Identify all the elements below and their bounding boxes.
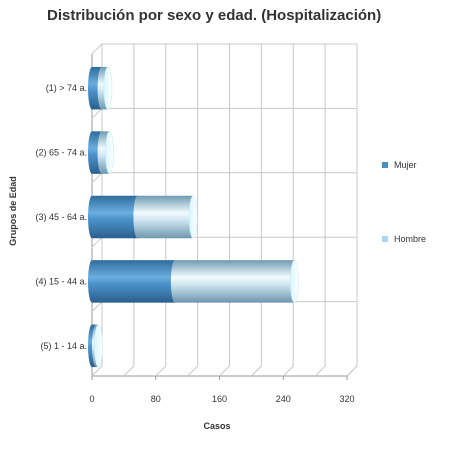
- bar-start-cap: [97, 66, 106, 110]
- category-separator: [91, 301, 103, 312]
- bar-start-cap: [133, 195, 142, 239]
- x-tick-label: 0: [89, 394, 94, 404]
- legend-item-mujer[interactable]: Mujer: [382, 160, 417, 170]
- legend-item-hombre[interactable]: Hombre: [382, 234, 426, 244]
- y-tick-label: (3) 45 - 64 a.: [35, 212, 87, 222]
- bar-end-cap-5: [94, 324, 103, 368]
- bar-body: [174, 260, 295, 303]
- legend-label-mujer: Mujer: [394, 160, 417, 170]
- grid-floor-line: [282, 365, 294, 377]
- bar-mujer-4: [88, 260, 175, 303]
- legend: Mujer Hombre: [382, 160, 426, 244]
- x-tick-label: 80: [151, 394, 161, 404]
- bar-end-cap-4: [290, 259, 299, 303]
- x-axis-title: Casos: [203, 421, 230, 431]
- bar-end-cap-3: [188, 195, 198, 239]
- grid-floor-line: [187, 365, 198, 377]
- x-tick-label: 160: [212, 394, 227, 404]
- x-tick-label: 320: [339, 394, 354, 404]
- y-tick-label: (1) > 74 a.: [46, 83, 87, 93]
- grid-corner-line: [91, 43, 103, 55]
- bar-body: [137, 195, 194, 239]
- grid-floor-line: [155, 365, 167, 377]
- bar-body: [92, 260, 175, 303]
- bar-body: [92, 66, 102, 110]
- category-separator: [91, 236, 103, 248]
- bar-hombre-3: [133, 195, 194, 239]
- bar-mujer-2: [88, 131, 102, 174]
- grid-floor-line: [251, 365, 262, 377]
- bars: [88, 66, 299, 368]
- grid-floor-line: [346, 365, 358, 377]
- bar-hombre-4: [170, 260, 295, 303]
- bar-body: [92, 195, 138, 239]
- bar-end-cap-1: [103, 66, 113, 110]
- bar-start-cap: [97, 131, 106, 174]
- y-tick-label: (5) 1 - 14 a.: [40, 341, 87, 351]
- bar-start-cap: [88, 260, 96, 303]
- bar-body: [92, 131, 102, 174]
- legend-swatch-hombre: [382, 236, 388, 242]
- bar-mujer-1: [88, 66, 102, 110]
- bar-end-cap-2: [105, 131, 114, 175]
- bar-start-cap: [88, 195, 96, 239]
- grid-floor-line: [91, 365, 103, 377]
- axis-ticks: (1) > 74 a. (2) 65 - 74 a. (3) 45 - 64 a. (…: [35, 83, 354, 404]
- bar-start-cap: [88, 66, 96, 110]
- y-tick-label: (2) 65 - 74 a.: [35, 148, 87, 158]
- category-separator: [91, 108, 103, 119]
- category-separator: [91, 172, 103, 184]
- y-tick-label: (4) 15 - 44 a.: [35, 276, 87, 286]
- bar-start-cap: [88, 131, 96, 174]
- bar-mujer-3: [88, 195, 138, 239]
- grid-floor-line: [123, 365, 135, 377]
- grid-floor-line: [219, 365, 230, 377]
- grid-floor-line: [314, 365, 326, 377]
- bar-start-cap: [170, 260, 179, 303]
- legend-swatch-mujer: [382, 162, 388, 168]
- y-axis-title: Grupos de Edad: [8, 176, 18, 246]
- chart-title: Distribución por sexo y edad. (Hospitali…: [47, 7, 381, 24]
- x-tick-label: 240: [276, 394, 291, 404]
- legend-label-hombre: Hombre: [394, 234, 426, 244]
